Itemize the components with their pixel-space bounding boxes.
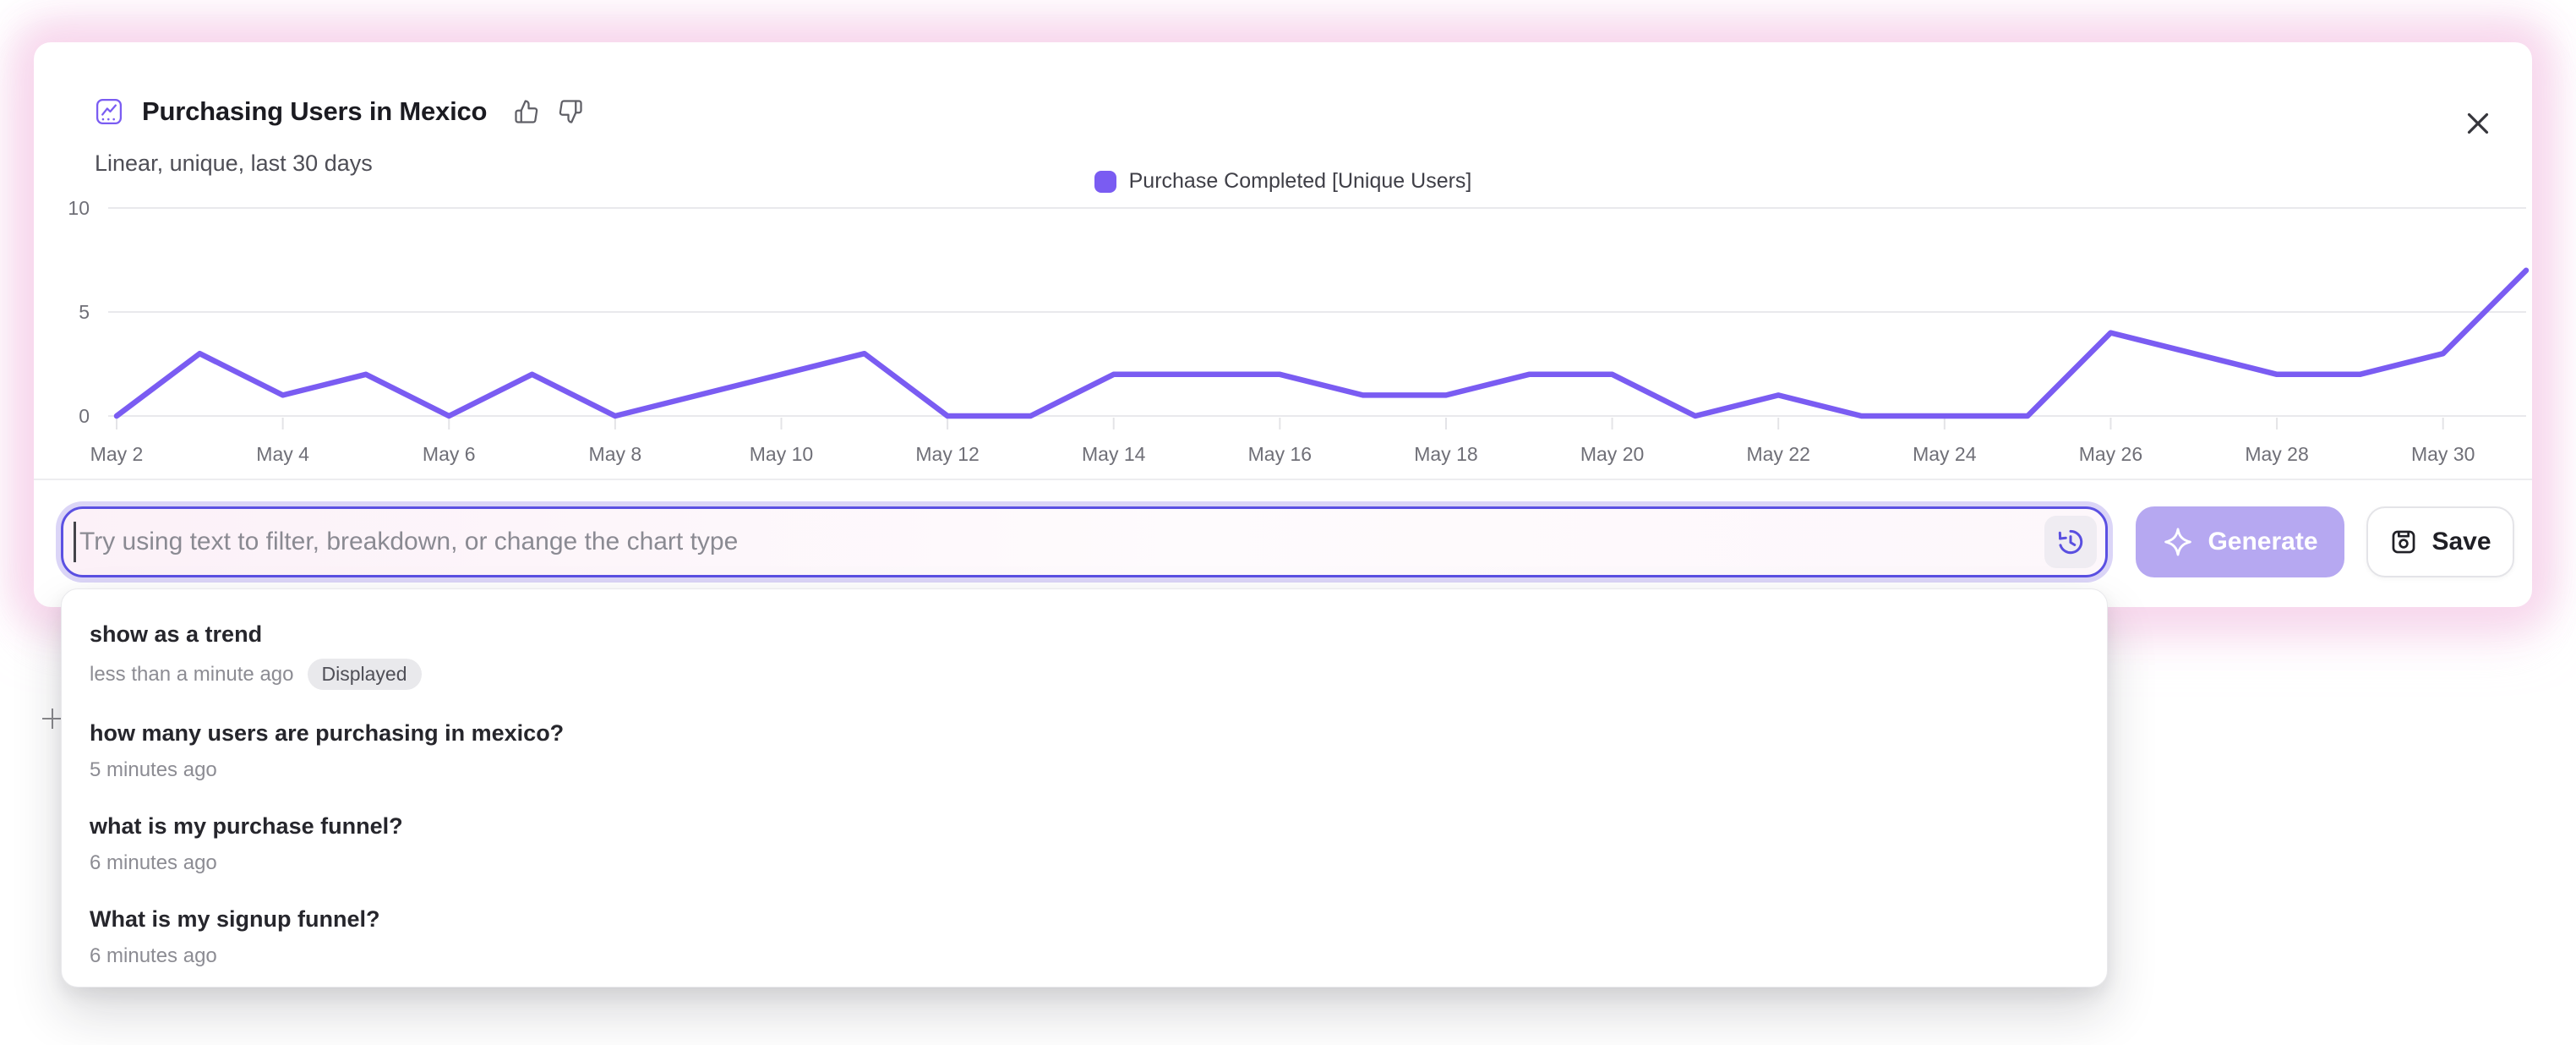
line-chart-icon — [95, 97, 123, 126]
generate-button[interactable]: Generate — [2136, 506, 2344, 577]
legend-swatch — [1094, 170, 1116, 193]
history-item[interactable]: show as a trend less than a minute ago D… — [62, 606, 2107, 705]
history-item-time: 6 minutes ago — [90, 851, 217, 874]
chart-subtitle: Linear, unique, last 30 days — [95, 150, 373, 176]
svg-text:May 22: May 22 — [1746, 443, 1809, 465]
svg-text:May 20: May 20 — [1580, 443, 1644, 465]
save-button-label: Save — [2431, 528, 2491, 555]
close-icon[interactable] — [2463, 108, 2493, 139]
thumbs-down-button[interactable] — [558, 97, 587, 126]
svg-text:May 30: May 30 — [2411, 443, 2475, 465]
thumbs-up-button[interactable] — [514, 97, 543, 126]
save-icon — [2393, 530, 2415, 554]
svg-text:May 28: May 28 — [2245, 443, 2308, 465]
history-item-title: how many users are purchasing in mexico? — [90, 720, 565, 746]
history-item-title: show as a trend — [90, 621, 263, 647]
page-title: Purchasing Users in Mexico — [142, 96, 488, 126]
history-item[interactable]: What is my signup funnel? 6 minutes ago — [62, 891, 2107, 984]
generate-button-label: Generate — [2208, 528, 2318, 555]
svg-text:May 8: May 8 — [589, 443, 642, 465]
svg-text:May 14: May 14 — [1082, 443, 1146, 465]
history-item-title: what is my purchase funnel? — [90, 813, 403, 839]
history-item[interactable]: how many users are purchasing in mexico?… — [62, 705, 2107, 798]
svg-text:May 16: May 16 — [1248, 443, 1312, 465]
svg-text:May 2: May 2 — [90, 443, 144, 465]
svg-text:May 24: May 24 — [1913, 443, 1977, 465]
legend-label: Purchase Completed [Unique Users] — [1128, 169, 1472, 193]
svg-text:0: 0 — [79, 405, 90, 427]
history-item-time: 5 minutes ago — [90, 758, 217, 781]
text-caret — [74, 522, 76, 562]
svg-text:May 10: May 10 — [750, 443, 813, 465]
svg-text:May 4: May 4 — [256, 443, 309, 465]
section-divider — [34, 479, 2532, 480]
save-button[interactable]: Save — [2366, 506, 2514, 577]
svg-text:5: 5 — [79, 301, 90, 323]
svg-text:May 12: May 12 — [915, 443, 979, 465]
svg-text:May 18: May 18 — [1414, 443, 1477, 465]
sparkle-icon — [2164, 528, 2192, 556]
history-item-time: 6 minutes ago — [90, 944, 217, 967]
history-dropdown: show as a trend less than a minute ago D… — [61, 588, 2108, 988]
history-icon[interactable] — [2044, 516, 2097, 568]
svg-text:May 26: May 26 — [2079, 443, 2142, 465]
history-item-time: less than a minute ago — [90, 662, 294, 686]
plus-cursor-artifact — [41, 707, 64, 730]
ai-prompt-input-wrapper[interactable] — [61, 506, 2108, 577]
line-chart: 0 5 10 May 2 May 4 May 6 May 8 May 10 May 12 May … — [68, 197, 2530, 465]
ai-prompt-input[interactable] — [76, 509, 2044, 575]
card-header: Purchasing Users in Mexico — [95, 95, 587, 129]
feedback-buttons — [514, 97, 587, 126]
chart-card: Purchasing Users in Mexico Linear, uniqu… — [34, 42, 2532, 607]
svg-text:10: 10 — [68, 197, 90, 219]
status-badge: Displayed — [307, 659, 422, 690]
history-item-title: What is my signup funnel? — [90, 906, 380, 932]
svg-text:May 6: May 6 — [423, 443, 476, 465]
history-item[interactable]: what is my purchase funnel? 6 minutes ag… — [62, 798, 2107, 891]
chart-legend[interactable]: Purchase Completed [Unique Users] — [34, 169, 2532, 194]
